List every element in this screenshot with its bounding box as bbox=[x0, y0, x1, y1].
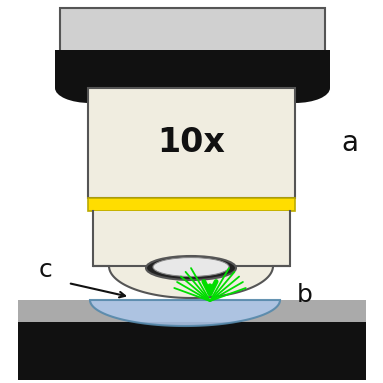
Text: b: b bbox=[297, 283, 313, 307]
Text: 10x: 10x bbox=[157, 126, 225, 159]
Bar bbox=[90, 73, 295, 93]
Bar bbox=[93, 211, 290, 266]
Ellipse shape bbox=[55, 73, 125, 103]
Bar bbox=[18, 300, 366, 322]
Bar bbox=[88, 88, 295, 198]
Bar bbox=[60, 8, 325, 53]
Bar bbox=[18, 322, 366, 380]
Bar bbox=[88, 198, 295, 211]
Bar bbox=[55, 50, 330, 88]
Polygon shape bbox=[93, 266, 290, 298]
Text: a: a bbox=[342, 129, 358, 157]
Ellipse shape bbox=[146, 256, 236, 280]
Polygon shape bbox=[90, 300, 280, 326]
Text: c: c bbox=[38, 258, 52, 282]
Ellipse shape bbox=[260, 73, 330, 103]
Ellipse shape bbox=[153, 257, 229, 277]
